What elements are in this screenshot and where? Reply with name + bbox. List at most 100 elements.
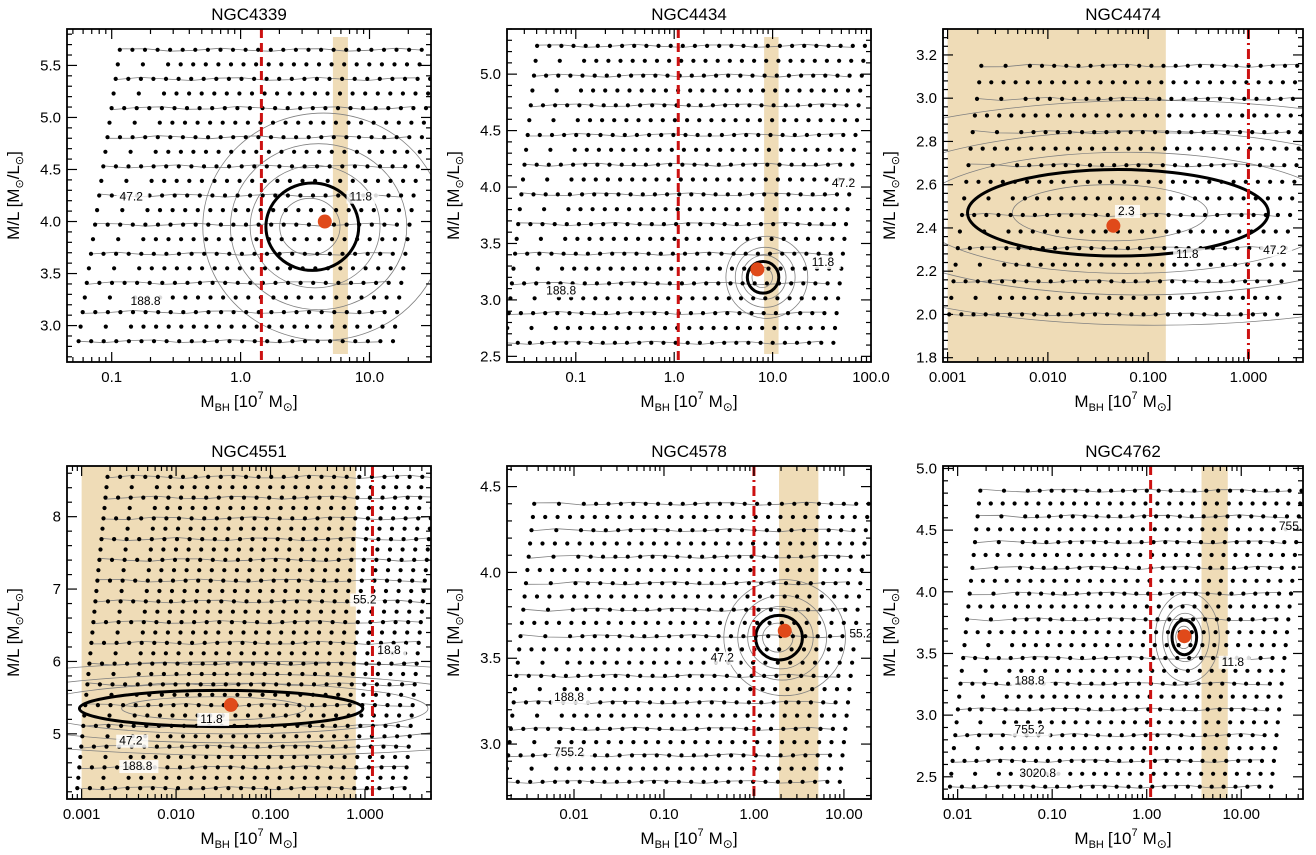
model-point bbox=[206, 310, 211, 315]
model-point bbox=[1235, 527, 1241, 532]
model-point bbox=[1210, 540, 1215, 545]
model-point bbox=[1188, 758, 1193, 764]
x-tick-label: 0.100 bbox=[252, 806, 290, 823]
model-point bbox=[763, 541, 768, 546]
model-point bbox=[764, 528, 769, 533]
model-point bbox=[296, 713, 301, 718]
model-point bbox=[1290, 578, 1295, 583]
model-point bbox=[1007, 784, 1012, 789]
model-point bbox=[756, 132, 761, 138]
model-point bbox=[203, 62, 208, 67]
model-point bbox=[1270, 771, 1275, 776]
model-point bbox=[589, 103, 594, 108]
model-point bbox=[816, 132, 822, 138]
model-point bbox=[113, 76, 118, 81]
model-point bbox=[1060, 617, 1065, 622]
model-point bbox=[321, 120, 326, 125]
model-point bbox=[271, 578, 276, 583]
model-point bbox=[167, 609, 172, 614]
model-point bbox=[572, 266, 577, 271]
model-point bbox=[621, 594, 626, 599]
model-point bbox=[551, 554, 556, 559]
x-tick-label: 0.01 bbox=[559, 806, 588, 823]
model-point bbox=[204, 495, 209, 500]
model-point bbox=[623, 581, 628, 586]
model-point bbox=[395, 734, 400, 739]
model-point bbox=[245, 588, 250, 594]
model-point bbox=[1089, 565, 1094, 571]
model-point bbox=[819, 340, 824, 345]
model-point bbox=[587, 236, 592, 241]
model-point bbox=[1069, 758, 1074, 764]
model-point bbox=[771, 581, 776, 586]
model-point bbox=[350, 671, 355, 677]
model-point bbox=[405, 754, 410, 760]
model-point bbox=[1128, 527, 1134, 532]
model-point bbox=[239, 516, 245, 521]
x-tick-label: 0.010 bbox=[1029, 369, 1067, 386]
model-point bbox=[1008, 771, 1013, 776]
model-point bbox=[101, 775, 106, 780]
model-point bbox=[206, 734, 211, 739]
model-point bbox=[344, 135, 349, 140]
model-point bbox=[840, 514, 845, 520]
model-point bbox=[999, 630, 1004, 635]
model-point bbox=[1081, 758, 1086, 764]
model-point bbox=[329, 505, 334, 511]
panel-title: NGC4551 bbox=[211, 442, 287, 461]
model-point bbox=[631, 620, 636, 626]
model-point bbox=[231, 599, 236, 604]
y-tick-label: 2.0 bbox=[916, 306, 937, 323]
model-point bbox=[426, 91, 431, 96]
model-point bbox=[411, 692, 416, 697]
model-point bbox=[997, 113, 1002, 118]
model-point bbox=[532, 620, 537, 626]
model-point bbox=[621, 147, 626, 152]
model-point bbox=[193, 609, 198, 614]
model-point bbox=[380, 237, 385, 242]
model-point bbox=[1047, 746, 1052, 751]
model-point bbox=[290, 339, 295, 344]
model-point bbox=[611, 236, 616, 241]
model-point bbox=[724, 207, 729, 212]
model-point bbox=[308, 588, 313, 594]
model-point bbox=[1142, 113, 1148, 118]
model-point bbox=[722, 340, 727, 345]
model-point bbox=[1097, 279, 1102, 284]
model-point bbox=[1081, 212, 1086, 218]
model-point bbox=[335, 106, 341, 111]
model-point bbox=[260, 568, 265, 573]
model-point bbox=[229, 324, 234, 329]
model-point bbox=[1138, 668, 1143, 673]
model-point bbox=[788, 58, 793, 63]
model-point bbox=[693, 266, 698, 271]
model-point bbox=[665, 528, 670, 533]
model-point bbox=[594, 740, 599, 745]
model-point bbox=[286, 682, 291, 687]
model-point bbox=[333, 723, 338, 729]
model-point bbox=[1136, 565, 1141, 571]
model-point bbox=[1140, 229, 1145, 234]
model-point bbox=[153, 495, 158, 500]
model-point bbox=[408, 723, 413, 729]
model-point bbox=[598, 581, 603, 586]
model-point bbox=[1012, 279, 1017, 284]
model-point bbox=[1174, 784, 1179, 789]
model-point bbox=[1096, 96, 1101, 101]
model-point bbox=[691, 514, 696, 520]
model-point bbox=[420, 474, 425, 479]
model-point bbox=[814, 647, 819, 652]
model-point bbox=[1087, 578, 1093, 583]
model-point bbox=[651, 779, 657, 784]
model-point bbox=[1192, 488, 1197, 493]
model-point bbox=[1142, 212, 1147, 218]
model-point bbox=[1045, 113, 1050, 118]
model-point bbox=[433, 475, 437, 479]
model-point bbox=[517, 647, 522, 652]
model-point bbox=[1167, 733, 1172, 738]
model-point bbox=[675, 207, 680, 212]
model-point bbox=[1160, 565, 1165, 571]
model-point bbox=[818, 236, 823, 241]
model-point bbox=[306, 734, 311, 739]
model-point bbox=[1050, 80, 1055, 85]
